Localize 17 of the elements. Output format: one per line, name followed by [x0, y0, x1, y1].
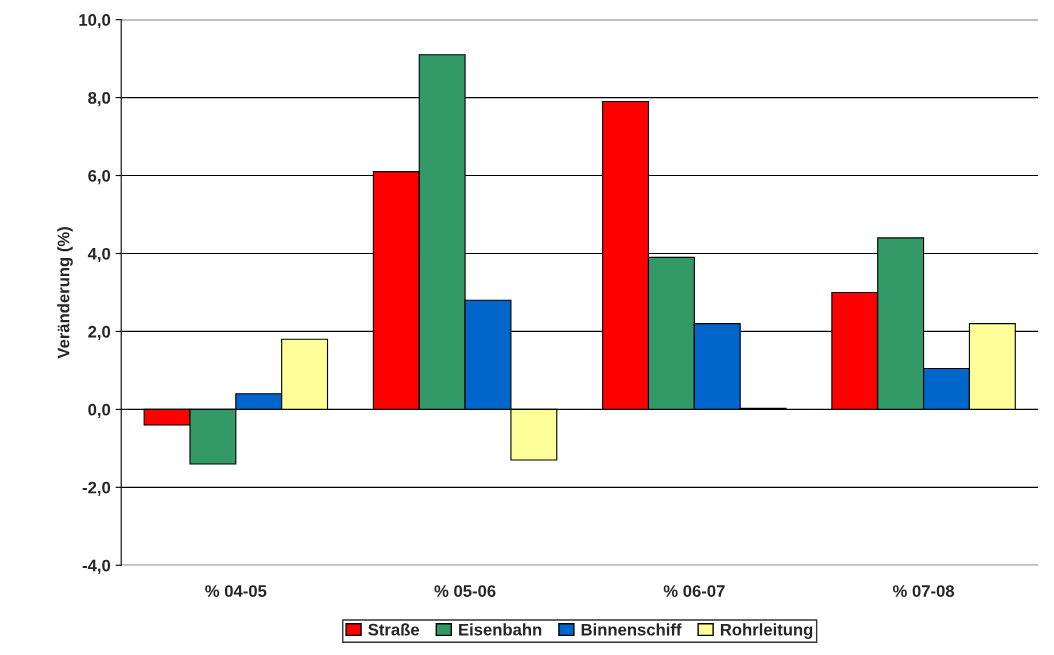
y-tick-label: 0,0 [88, 403, 111, 418]
x-tick-label: % 04-05 [205, 585, 267, 597]
legend-label: Straße [368, 623, 420, 636]
legend-label: Rohrleitung [720, 623, 813, 639]
y-axis-title: Veränderung (%) [57, 227, 73, 359]
y-tick-label: -4,0 [82, 559, 111, 574]
y-tick-label: 4,0 [87, 247, 111, 263]
x-tick-label: % 05-06 [434, 585, 496, 597]
y-tick-label: 8,0 [88, 92, 111, 107]
legend-label: Eisenbahn [459, 623, 542, 636]
y-tick-label: 2,0 [88, 325, 111, 341]
y-tick-label: 6,0 [88, 169, 111, 185]
y-tick-label: 10,0 [79, 14, 111, 29]
x-tick-label: % 06-07 [663, 585, 725, 597]
legend-label: Binnenschiff [581, 623, 682, 636]
x-tick-label: % 07-08 [892, 585, 955, 597]
y-tick-label: -2,0 [82, 481, 111, 496]
